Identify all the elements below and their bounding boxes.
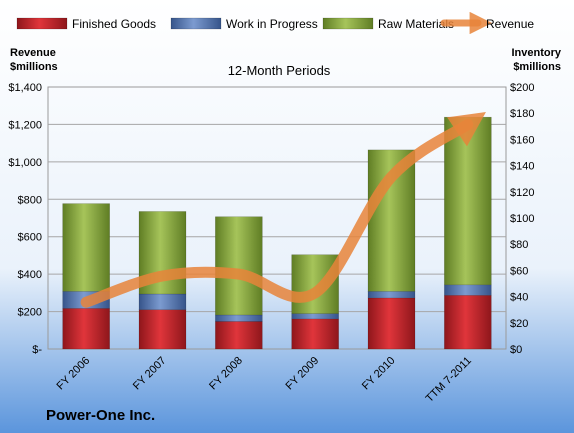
legend-swatch (16, 17, 68, 30)
left-axis-tick-label: $600 (18, 232, 42, 244)
bar-segment (215, 321, 263, 350)
left-axis-tick-label: $- (32, 344, 42, 356)
bar-segment (291, 318, 339, 350)
bar-segment (62, 308, 110, 350)
bar-segment (444, 116, 492, 286)
right-axis-tick-label: $20 (510, 318, 528, 330)
bar-segment (444, 295, 492, 350)
right-axis-title-line2: $millions (513, 61, 561, 73)
revenue-line (80, 111, 486, 308)
right-axis-tick-label: $140 (510, 161, 534, 173)
legend-item: Work in Progress (170, 17, 318, 31)
bar-segment (62, 203, 110, 292)
bar-segment (367, 297, 416, 350)
right-axis-title-line1: Inventory (511, 47, 561, 59)
legend-label: Raw Materials (378, 17, 454, 31)
bar-segment (291, 313, 339, 320)
left-axis-tick-label: $1,000 (8, 157, 42, 169)
legend-swatch (322, 17, 374, 30)
bar-segment (215, 216, 263, 316)
legend-label: Finished Goods (72, 17, 156, 31)
right-axis-tick-label: $100 (510, 213, 534, 225)
right-axis-tick-label: $60 (510, 265, 528, 277)
left-axis-title-line1: Revenue (10, 47, 56, 59)
right-axis-tick-label: $0 (510, 344, 522, 356)
legend-label: Revenue (486, 17, 534, 31)
legend-item: Raw Materials (322, 17, 454, 31)
bar-segment (138, 293, 187, 310)
left-axis-tick-label: $200 (18, 307, 42, 319)
left-axis-tick-label: $800 (18, 194, 42, 206)
legend-label: Work in Progress (226, 17, 318, 31)
left-axis-title-line2: $millions (10, 61, 58, 73)
right-axis-tick-label: $180 (510, 108, 534, 120)
right-axis-tick-label: $160 (510, 134, 534, 146)
legend-swatch (170, 17, 222, 30)
left-axis-tick-label: $1,200 (8, 119, 42, 131)
left-axis-tick-label: $1,400 (8, 82, 42, 94)
left-axis-tick-label: $400 (18, 269, 42, 281)
right-axis-tick-label: $120 (510, 187, 534, 199)
company-name: Power-One Inc. (46, 407, 155, 424)
right-axis-tick-label: $40 (510, 292, 528, 304)
bar-segment (138, 309, 187, 350)
legend-item: Revenue (440, 11, 534, 35)
bar-segment (215, 314, 263, 322)
right-axis-tick-label: $80 (510, 239, 528, 251)
bar-segment (444, 284, 492, 296)
right-axis-tick-label: $200 (510, 82, 534, 94)
chart-subtitle: 12-Month Periods (228, 63, 331, 78)
legend-item: Finished Goods (16, 17, 156, 31)
plot-area (47, 86, 507, 350)
bar-segment (367, 291, 416, 299)
